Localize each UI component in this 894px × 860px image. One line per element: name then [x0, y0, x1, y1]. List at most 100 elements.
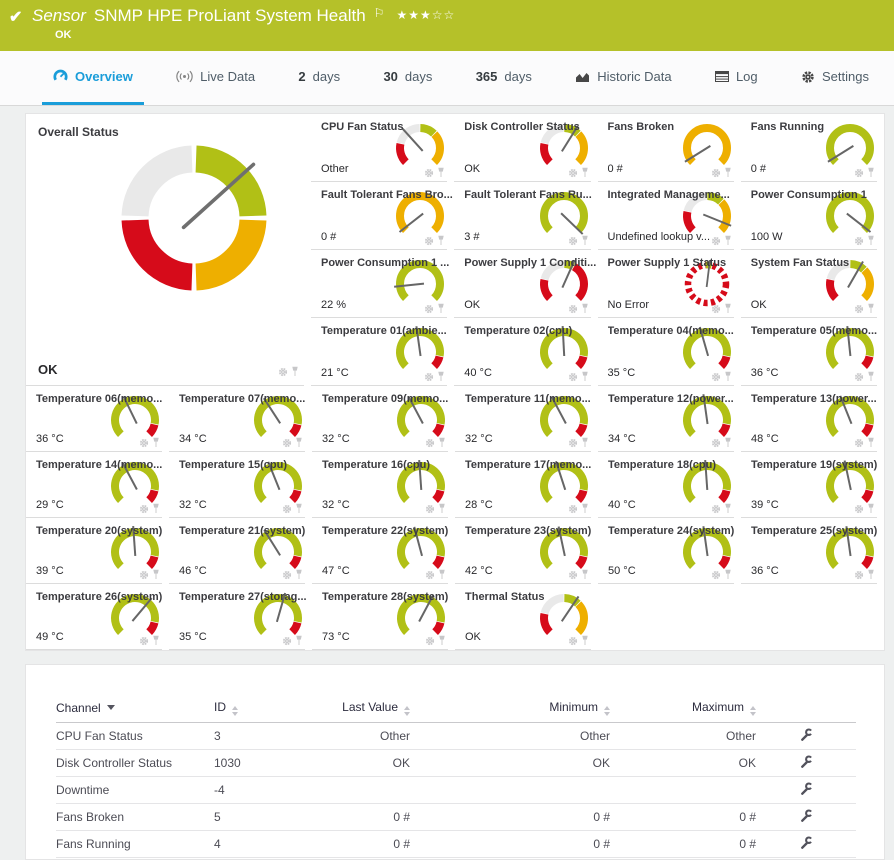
pin-icon[interactable] — [581, 167, 589, 178]
pin-icon[interactable] — [867, 167, 875, 178]
pin-icon[interactable] — [438, 437, 446, 448]
pin-icon[interactable] — [724, 437, 732, 448]
pin-icon[interactable] — [152, 503, 160, 514]
gauge-tile[interactable]: Temperature 02(cpu) 40 °C — [454, 318, 597, 386]
pin-icon[interactable] — [295, 635, 303, 646]
gauge-tile[interactable]: Temperature 25(system) 36 °C — [741, 518, 884, 584]
pin-icon[interactable] — [438, 635, 446, 646]
gear-icon[interactable] — [854, 236, 864, 246]
column-header-channel[interactable]: Channel — [56, 695, 214, 723]
gear-icon[interactable] — [424, 304, 434, 314]
gear-icon[interactable] — [711, 372, 721, 382]
tab-overview[interactable]: Overview — [42, 51, 144, 105]
priority-stars[interactable]: ★★★☆☆ — [396, 8, 456, 22]
wrench-icon[interactable] — [800, 808, 813, 822]
gauge-tile[interactable]: Temperature 11(memo... 32 °C — [455, 386, 598, 452]
gear-icon[interactable] — [282, 570, 292, 580]
pin-icon[interactable] — [152, 569, 160, 580]
gear-icon[interactable] — [568, 304, 578, 314]
pin-icon[interactable] — [152, 437, 160, 448]
column-header-minimum[interactable]: Minimum — [410, 695, 610, 723]
gear-icon[interactable] — [139, 570, 149, 580]
gear-icon[interactable] — [711, 236, 721, 246]
flag-icon[interactable]: ⚐ — [373, 6, 385, 20]
pin-icon[interactable] — [581, 635, 589, 646]
gauge-tile[interactable]: Disk Controller Status OK — [454, 114, 597, 182]
pin-icon[interactable] — [581, 569, 589, 580]
gear-icon[interactable] — [424, 236, 434, 246]
pin-icon[interactable] — [867, 437, 875, 448]
gear-icon[interactable] — [568, 438, 578, 448]
gear-icon[interactable] — [282, 438, 292, 448]
gear-icon[interactable] — [424, 372, 434, 382]
gauge-tile[interactable]: Fault Tolerant Fans Ru... 3 # — [454, 182, 597, 250]
gauge-tile[interactable]: Power Supply 1 Conditi... OK — [454, 250, 597, 318]
gear-icon[interactable] — [711, 570, 721, 580]
overall-status-tile[interactable]: Overall Status OK — [26, 114, 311, 386]
gear-icon[interactable] — [711, 168, 721, 178]
tab-2-days[interactable]: 2 days — [287, 51, 351, 105]
gauge-tile[interactable]: Temperature 13(power... 48 °C — [741, 386, 884, 452]
pin-icon[interactable] — [581, 235, 589, 246]
gauge-tile[interactable]: Temperature 01(ambie... 21 °C — [311, 318, 454, 386]
pin-icon[interactable] — [867, 235, 875, 246]
tab-historic-data[interactable]: Historic Data — [564, 51, 682, 105]
pin-icon[interactable] — [724, 303, 732, 314]
tab-log[interactable]: Log — [704, 51, 769, 105]
pin-icon[interactable] — [867, 503, 875, 514]
channel-row[interactable]: Disk Controller Status 1030 OK OK OK — [56, 749, 856, 777]
pin-icon[interactable] — [437, 371, 445, 382]
gear-icon[interactable] — [425, 636, 435, 646]
gauge-tile[interactable]: Temperature 04(memo... 35 °C — [597, 318, 741, 386]
gear-icon[interactable] — [282, 504, 292, 514]
gauge-tile[interactable]: Temperature 16(cpu) 32 °C — [312, 452, 455, 518]
gear-icon[interactable] — [139, 504, 149, 514]
gauge-tile[interactable]: Power Consumption 1 ... 22 % — [311, 250, 454, 318]
pin-icon[interactable] — [295, 437, 303, 448]
gear-icon[interactable] — [711, 504, 721, 514]
pin-icon[interactable] — [438, 569, 446, 580]
wrench-icon[interactable] — [800, 781, 813, 795]
gear-icon[interactable] — [568, 570, 578, 580]
pin-icon[interactable] — [581, 303, 589, 314]
channel-row[interactable]: CPU Fan Status 3 Other Other Other — [56, 722, 856, 750]
pin-icon[interactable] — [581, 503, 589, 514]
pin-icon[interactable] — [437, 235, 445, 246]
gauge-tile[interactable]: System Fan Status OK — [740, 250, 884, 318]
wrench-icon[interactable] — [800, 727, 813, 741]
tab-30-days[interactable]: 30 days — [372, 51, 443, 105]
gear-icon[interactable] — [568, 504, 578, 514]
pin-icon[interactable] — [437, 303, 445, 314]
gauge-tile[interactable]: Temperature 07(memo... 34 °C — [169, 386, 312, 452]
pin-icon[interactable] — [438, 503, 446, 514]
gauge-tile[interactable]: CPU Fan Status Other — [311, 114, 454, 182]
gear-icon[interactable] — [282, 636, 292, 646]
pin-icon[interactable] — [724, 167, 732, 178]
pin-icon[interactable] — [724, 569, 732, 580]
gauge-tile[interactable]: Temperature 19(system) 39 °C — [741, 452, 884, 518]
gear-icon[interactable] — [854, 168, 864, 178]
gear-icon[interactable] — [854, 438, 864, 448]
gauge-tile[interactable]: Temperature 22(system) 47 °C — [312, 518, 455, 584]
gauge-tile[interactable]: Temperature 21(system) 46 °C — [169, 518, 312, 584]
gear-icon[interactable] — [568, 372, 578, 382]
gauge-tile[interactable]: Temperature 14(memo... 29 °C — [26, 452, 169, 518]
channel-row[interactable]: Fans Running 4 0 #0 #0 # — [56, 830, 856, 858]
gauge-tile[interactable]: Temperature 06(memo... 36 °C — [26, 386, 169, 452]
gear-icon[interactable] — [278, 367, 288, 377]
gauge-tile[interactable]: Temperature 23(system) 42 °C — [455, 518, 598, 584]
tab-live-data[interactable]: Live Data — [165, 51, 266, 105]
gear-icon[interactable] — [854, 570, 864, 580]
gauge-tile[interactable]: Temperature 17(memo... 28 °C — [455, 452, 598, 518]
gear-icon[interactable] — [568, 168, 578, 178]
pin-icon[interactable] — [724, 235, 732, 246]
column-header-maximum[interactable]: Maximum — [610, 695, 756, 723]
tab-settings[interactable]: Settings — [790, 51, 880, 105]
gauge-tile[interactable]: Temperature 20(system) 39 °C — [26, 518, 169, 584]
wrench-icon[interactable] — [800, 835, 813, 849]
gear-icon[interactable] — [711, 304, 721, 314]
pin-icon[interactable] — [581, 437, 589, 448]
pin-icon[interactable] — [152, 635, 160, 646]
gauge-tile[interactable]: Fault Tolerant Fans Bro... 0 # — [311, 182, 454, 250]
gauge-tile[interactable]: Power Supply 1 Status No Error — [597, 250, 741, 318]
